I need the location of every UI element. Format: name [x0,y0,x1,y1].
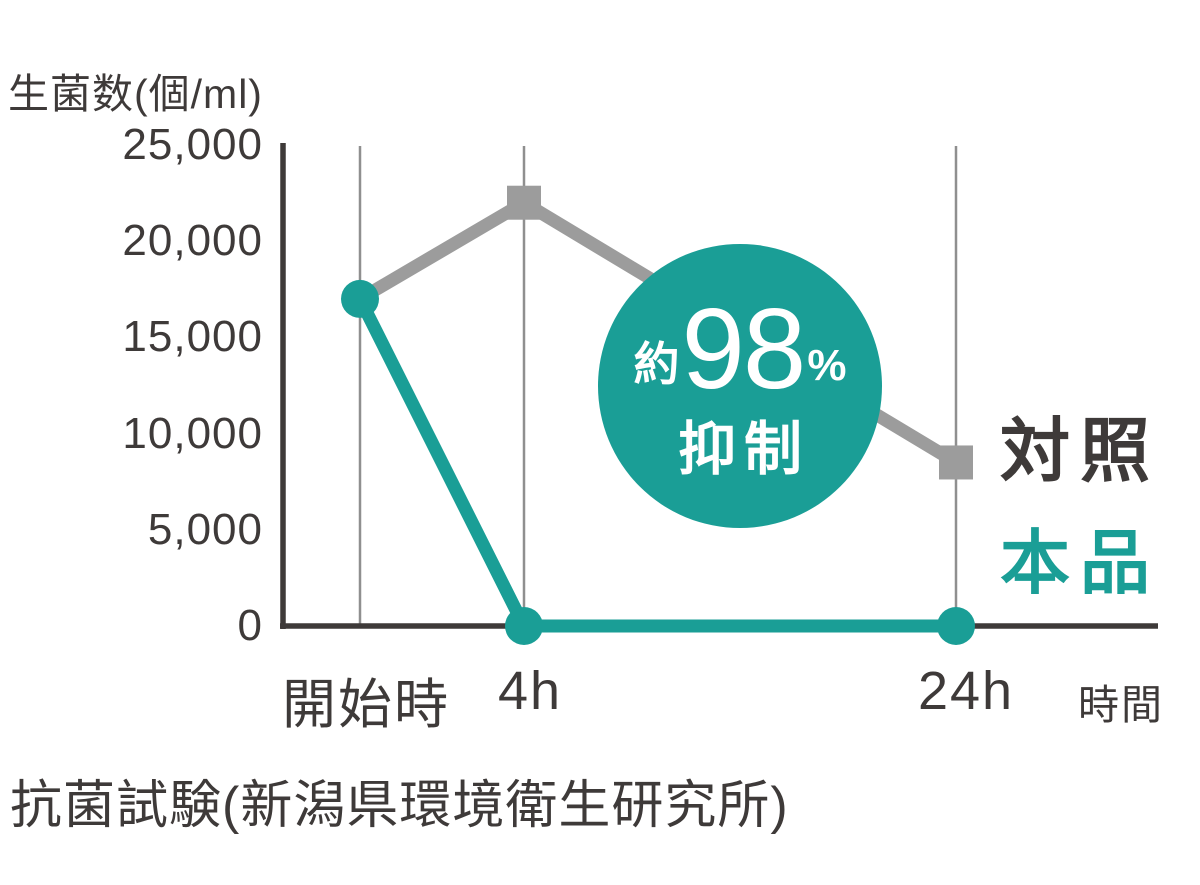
y-tick-label: 5,000 [147,504,263,554]
x-tick-label: 4h [497,661,563,721]
suppression-badge: 約 98 % 抑制 [598,244,882,528]
badge-value-row: 約 98 % [634,293,847,407]
badge-percent-sign: % [807,341,847,390]
y-axis-title: 生菌数(個/ml) [8,71,263,117]
badge-prefix: 約 [633,338,680,390]
x-tick-label: 24h [917,661,1015,721]
product-circle-marker [341,279,379,318]
y-tick-label: 25,000 [122,120,263,169]
x-axis-title: 時間 [1078,682,1164,728]
product-circle-marker [937,607,975,645]
badge-value: 98 [681,286,807,413]
badge-suffix: 抑制 [677,417,810,482]
caption: 抗菌試験(新潟県環境衛生研究所) [10,777,789,835]
y-tick-label: 15,000 [122,312,263,362]
control-square-marker [507,185,541,220]
control-square-marker [939,445,973,480]
legend-label-control: 対照 [1000,412,1160,490]
y-tick-label: 20,000 [122,216,263,266]
product-circle-marker [505,607,543,645]
legend-label-product: 本品 [1000,524,1160,602]
x-tick-label: 開始時 [282,675,450,735]
y-tick-label: 10,000 [122,408,263,458]
y-tick-label: 0 [237,601,263,650]
